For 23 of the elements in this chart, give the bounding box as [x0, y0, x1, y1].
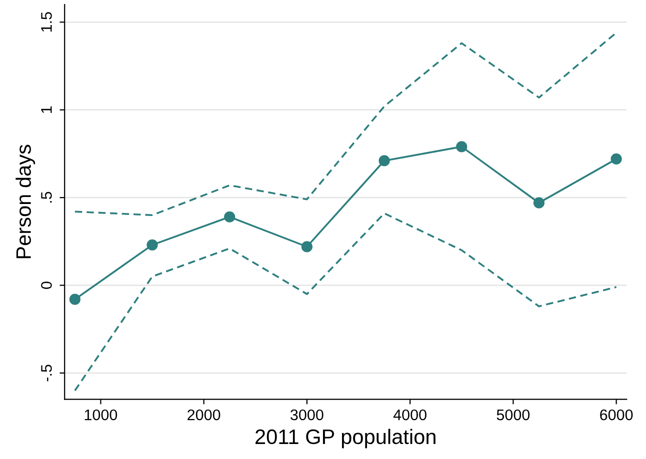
x-tick-label: 4000: [393, 409, 426, 420]
y-tick-label: 1: [41, 106, 52, 113]
x-tick-label: 6000: [600, 409, 633, 420]
x-tick-label: 5000: [496, 409, 530, 420]
y-axis-title: Person days: [16, 144, 36, 258]
y-tick-label: 1.5: [41, 12, 52, 32]
y-tick-label: -.5: [41, 364, 52, 382]
y-tick-label: .5: [41, 192, 52, 203]
point: [533, 197, 545, 208]
point: [69, 294, 80, 305]
point: [378, 155, 390, 166]
x-tick-label: 3000: [290, 409, 324, 420]
point: [146, 239, 158, 250]
x-tick-label: 1000: [84, 409, 118, 420]
line-series: [74, 32, 618, 216]
y-tick-label: 0: [41, 282, 52, 289]
x-axis-title: 2011 GP population: [256, 428, 436, 448]
line-series: [74, 212, 618, 392]
point: [610, 153, 622, 165]
x-tick-label: 2000: [188, 409, 220, 420]
point: [301, 241, 312, 252]
point: [224, 211, 236, 222]
point: [456, 141, 468, 152]
